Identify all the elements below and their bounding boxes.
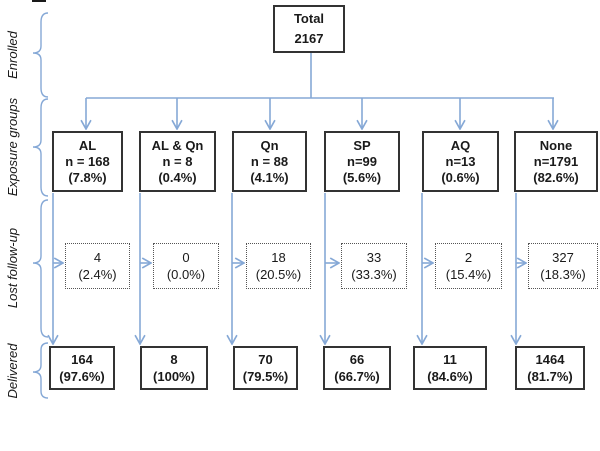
exposure-box-sp: SP n=99 (5.6%) [324, 131, 400, 192]
lost-box-al: 4 (2.4%) [65, 243, 130, 289]
group-pct: (4.1%) [250, 169, 289, 185]
lost-pct: (18.3%) [540, 267, 586, 282]
group-n: n = 168 [65, 153, 110, 169]
lost-n: 2 [464, 250, 473, 265]
group-n: n=99 [347, 153, 377, 169]
exposure-box-aq: AQ n=13 (0.6%) [422, 131, 499, 192]
exposure-box-al-qn: AL & Qn n = 8 (0.4%) [139, 131, 216, 192]
group-label: SP [353, 137, 371, 153]
delivered-box-qn: 70 (79.5%) [233, 346, 298, 390]
delivered-box-al-qn: 8 (100%) [140, 346, 208, 390]
delivered-brace [32, 342, 49, 399]
lost-pct: (0.0%) [166, 267, 206, 282]
group-label: Qn [260, 137, 279, 153]
delivered-pct: (81.7%) [527, 369, 573, 384]
group-n: n = 8 [162, 153, 193, 169]
exposure-box-qn: Qn n = 88 (4.1%) [232, 131, 307, 192]
group-n: n=1791 [533, 153, 579, 169]
group-label: AL [78, 137, 97, 153]
study-flow-diagram: Enrolled Exposure groups Lost follow-up … [5, 0, 600, 399]
total-title: Total [293, 11, 325, 26]
lost-box-qn: 18 (20.5%) [246, 243, 311, 289]
total-value: 2167 [294, 31, 324, 46]
lost-pct: (15.4%) [445, 267, 492, 282]
delivered-n: 1464 [535, 352, 565, 367]
lost-pct: (2.4%) [78, 267, 117, 282]
exposure-box-none: None n=1791 (82.6%) [514, 131, 598, 192]
lost-box-al-qn: 0 (0.0%) [153, 243, 219, 289]
lost-n: 327 [552, 250, 574, 265]
exposure-groups-brace [32, 98, 49, 197]
delivered-n: 11 [443, 352, 457, 367]
group-label: AL & Qn [151, 137, 204, 153]
group-n: n=13 [445, 153, 476, 169]
lost-n: 0 [182, 250, 190, 265]
delivered-n: 164 [71, 352, 93, 367]
delivered-box-sp: 66 (66.7%) [323, 346, 391, 390]
delivered-n: 66 [349, 352, 365, 367]
total-box: Total 2167 [273, 5, 345, 53]
delivered-pct: (79.5%) [242, 369, 289, 384]
lost-pct: (20.5%) [255, 267, 302, 282]
delivered-box-aq: 11 (84.6%) [413, 346, 487, 390]
group-pct: (0.4%) [158, 169, 197, 185]
group-pct: (82.6%) [533, 169, 579, 185]
lost-n: 4 [93, 250, 102, 265]
row-label-delivered: Delivered [5, 343, 20, 399]
lost-box-aq: 2 (15.4%) [435, 243, 502, 289]
delivered-n: 70 [258, 352, 273, 367]
group-n: n = 88 [250, 153, 289, 169]
lost-box-sp: 33 (33.3%) [341, 243, 407, 289]
group-pct: (7.8%) [68, 169, 107, 185]
lost-box-none: 327 (18.3%) [528, 243, 598, 289]
lost-n: 33 [366, 250, 382, 265]
group-pct: (0.6%) [441, 169, 480, 185]
group-label: None [539, 137, 573, 153]
crop-artifact-line [32, 0, 46, 2]
delivered-box-al: 164 (97.6%) [49, 346, 115, 390]
delivered-box-none: 1464 (81.7%) [515, 346, 585, 390]
delivered-pct: (84.6%) [427, 369, 473, 384]
enrolled-brace [32, 12, 49, 98]
lost-n: 18 [271, 250, 286, 265]
delivered-pct: (100%) [153, 369, 195, 384]
group-pct: (5.6%) [342, 169, 382, 185]
lost-followup-brace [32, 199, 49, 338]
connector-overlay [32, 12, 600, 399]
lost-pct: (33.3%) [351, 267, 397, 282]
group-label: AQ [450, 137, 471, 153]
exposure-box-al: AL n = 168 (7.8%) [52, 131, 123, 192]
delivered-pct: (66.7%) [334, 369, 380, 384]
delivered-pct: (97.6%) [59, 369, 105, 384]
delivered-n: 8 [170, 352, 178, 367]
